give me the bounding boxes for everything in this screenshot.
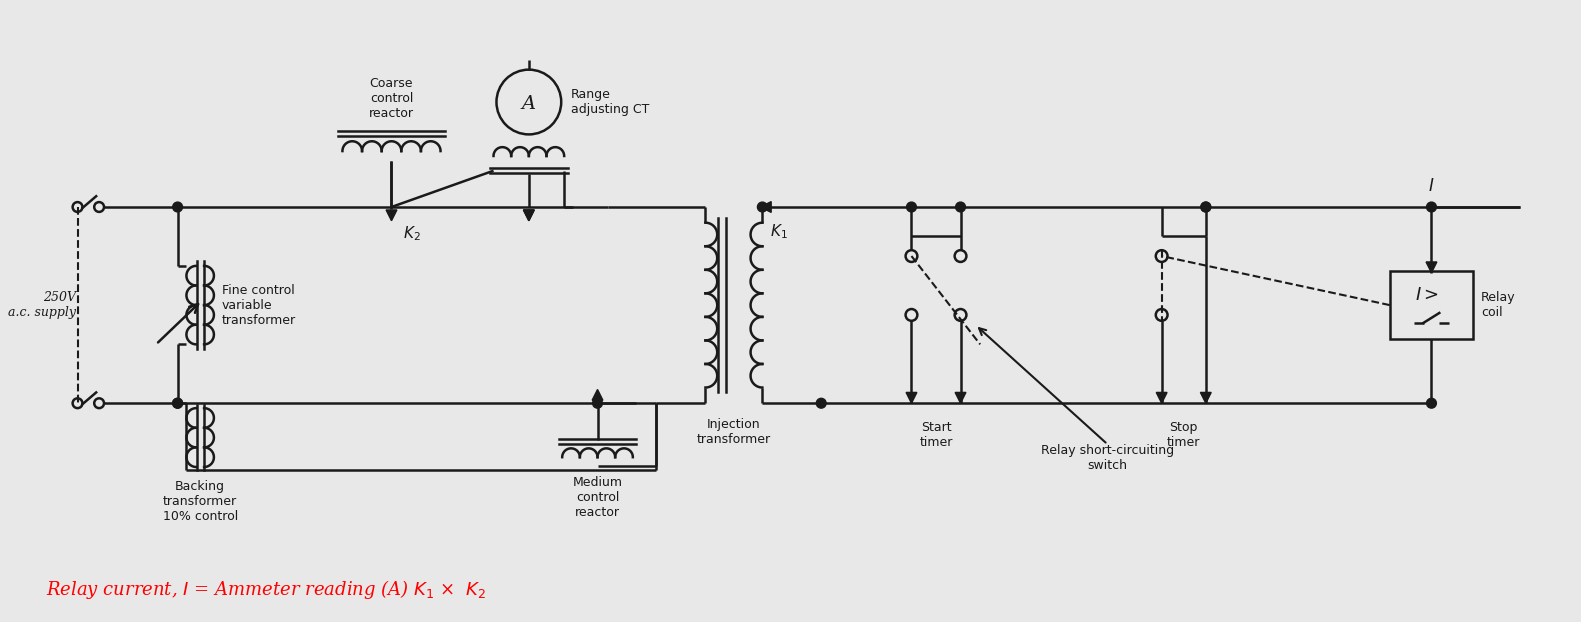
Circle shape — [757, 202, 767, 212]
Circle shape — [1426, 202, 1437, 212]
Circle shape — [955, 202, 966, 212]
Text: $K_1$: $K_1$ — [770, 223, 787, 241]
Text: Range
adjusting CT: Range adjusting CT — [571, 88, 650, 116]
Text: $K_2$: $K_2$ — [403, 225, 421, 243]
Circle shape — [1426, 398, 1437, 408]
Text: Fine control
variable
transformer: Fine control variable transformer — [221, 284, 296, 327]
Polygon shape — [955, 392, 966, 403]
Text: $I$: $I$ — [1428, 179, 1434, 195]
Polygon shape — [1426, 262, 1437, 272]
Polygon shape — [760, 202, 772, 212]
Circle shape — [1202, 202, 1211, 212]
Polygon shape — [1200, 392, 1211, 403]
Text: Coarse
control
reactor: Coarse control reactor — [368, 77, 414, 119]
Polygon shape — [386, 210, 397, 221]
Text: Start
timer: Start timer — [919, 421, 953, 449]
Text: Stop
timer: Stop timer — [1167, 421, 1200, 449]
Text: Relay short-circuiting
switch: Relay short-circuiting switch — [1042, 445, 1175, 473]
Polygon shape — [1156, 392, 1167, 403]
Polygon shape — [593, 389, 602, 401]
Circle shape — [1202, 202, 1211, 212]
Text: 250V
a.c. supply: 250V a.c. supply — [8, 291, 76, 319]
Circle shape — [172, 398, 182, 408]
Circle shape — [172, 202, 182, 212]
Text: Relay
coil: Relay coil — [1481, 291, 1516, 319]
Polygon shape — [906, 392, 917, 403]
Circle shape — [593, 398, 602, 408]
Polygon shape — [523, 210, 534, 221]
Circle shape — [816, 398, 827, 408]
Bar — [1390, 271, 1473, 340]
Text: $I >$: $I >$ — [1415, 286, 1439, 304]
Polygon shape — [523, 210, 534, 221]
Circle shape — [172, 398, 182, 408]
Text: Relay current, $I$ = Ammeter reading (A) $K_1$ ×  $K_2$: Relay current, $I$ = Ammeter reading (A)… — [46, 578, 487, 601]
Text: A: A — [522, 95, 536, 113]
Text: Injection
transformer: Injection transformer — [697, 418, 772, 446]
Text: Medium
control
reactor: Medium control reactor — [572, 476, 623, 519]
Circle shape — [906, 202, 917, 212]
Text: Backing
transformer
10% control: Backing transformer 10% control — [163, 480, 237, 522]
